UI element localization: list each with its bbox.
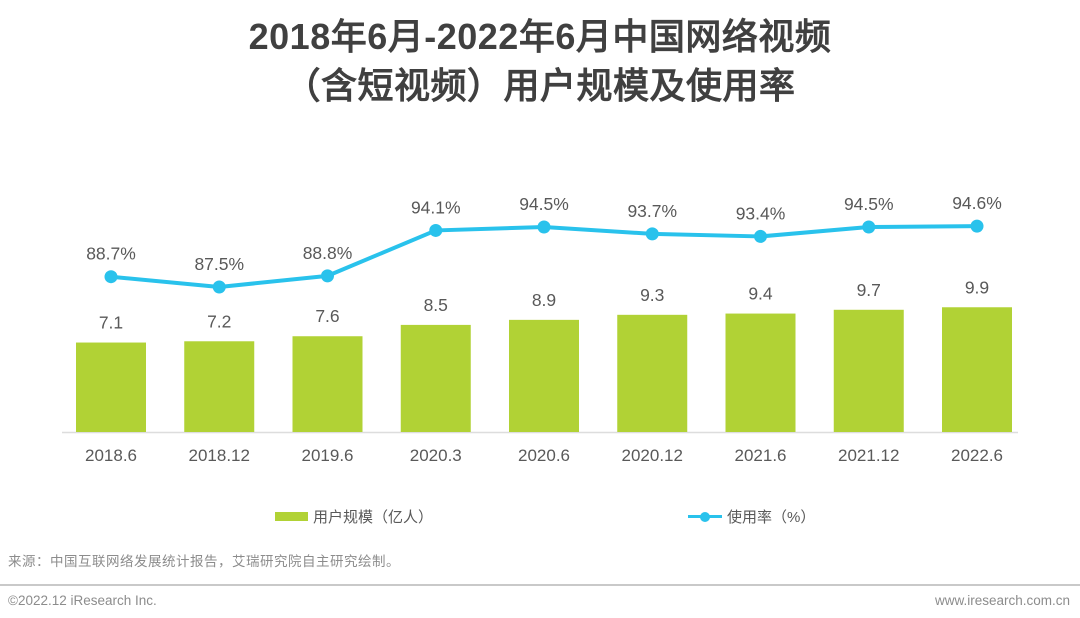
legend-label-usage-rate: 使用率（%） — [727, 508, 816, 526]
line-value-label: 88.8% — [303, 243, 353, 263]
bar-value-label: 7.2 — [207, 311, 231, 331]
line-point — [970, 219, 984, 233]
bar-value-label: 8.9 — [532, 290, 556, 310]
bar-value-label: 9.3 — [640, 285, 664, 305]
x-axis-label: 2020.12 — [622, 446, 683, 465]
line-series-swatch — [688, 510, 722, 523]
line-value-label: 87.5% — [194, 254, 244, 274]
line-value-label: 94.5% — [519, 194, 569, 214]
x-axis-label: 2020.6 — [518, 446, 570, 465]
chart-legend: 用户规模（亿人） 使用率（%） — [0, 503, 1080, 529]
chart-title-line2: （含短视频）用户规模及使用率 — [284, 65, 796, 106]
line-point — [537, 220, 551, 234]
x-axis-label: 2021.12 — [838, 446, 899, 465]
x-axis-label: 2018.6 — [85, 446, 137, 465]
line-point — [429, 223, 443, 237]
bar — [725, 313, 796, 432]
footer-copyright: ©2022.12 iResearch Inc. — [8, 593, 157, 608]
legend-item-user-scale: 用户规模（亿人） — [275, 503, 433, 529]
line-swatch-dot — [700, 511, 710, 522]
line-value-label: 93.4% — [736, 203, 786, 223]
bar-value-label: 7.1 — [99, 313, 123, 333]
x-axis-label: 2018.12 — [189, 446, 250, 465]
line-value-label: 94.5% — [844, 194, 894, 214]
x-axis-label: 2021.6 — [735, 446, 787, 465]
line-value-label: 94.6% — [952, 193, 1002, 213]
footer-divider — [0, 584, 1080, 586]
x-axis-label: 2022.6 — [951, 446, 1003, 465]
bar-value-label: 9.4 — [748, 284, 773, 304]
chart-canvas: 7.1 2018.6 7.2 2018.12 7.6 2019.6 8.5 2020.3 8.9… — [62, 193, 1018, 465]
footer-website: www.iresearch.com.cn — [934, 593, 1070, 608]
line-point — [645, 227, 659, 241]
bar — [833, 309, 904, 432]
bar-value-label: 9.9 — [965, 277, 989, 297]
bar — [184, 341, 255, 432]
bar — [400, 324, 471, 432]
legend-label-user-scale: 用户规模（亿人） — [313, 508, 434, 526]
line-point — [862, 220, 876, 234]
line-point — [212, 280, 226, 294]
x-axis-label: 2019.6 — [302, 446, 354, 465]
bar-series-swatch — [275, 511, 308, 521]
bar — [76, 342, 146, 432]
line-point — [321, 269, 334, 283]
bar — [942, 307, 1012, 432]
bar — [617, 314, 688, 432]
line-value-label: 93.7% — [627, 201, 677, 221]
source-note: 来源：中国互联网络发展统计报告，艾瑞研究院自主研究绘制。 — [8, 554, 400, 569]
line-point — [104, 270, 118, 284]
bar — [509, 319, 579, 432]
chart-title-line1: 2018年6月-2022年6月中国网络视频 — [248, 16, 832, 57]
line-value-label: 88.7% — [86, 244, 136, 264]
bar — [292, 336, 363, 432]
bar-value-label: 9.7 — [857, 280, 881, 300]
bar-value-label: 7.6 — [315, 306, 339, 326]
chart-area: 7.1 2018.6 7.2 2018.12 7.6 2019.6 8.5 2020.3 8.9… — [0, 160, 1080, 490]
x-axis-label: 2020.3 — [410, 446, 462, 465]
line-point — [754, 229, 767, 243]
line-value-label: 94.1% — [411, 197, 461, 217]
chart-title: 2018年6月-2022年6月中国网络视频 （含短视频）用户规模及使用率 — [0, 12, 1080, 110]
bar-value-label: 8.5 — [424, 295, 448, 315]
legend-item-usage-rate: 使用率（%） — [688, 503, 815, 529]
